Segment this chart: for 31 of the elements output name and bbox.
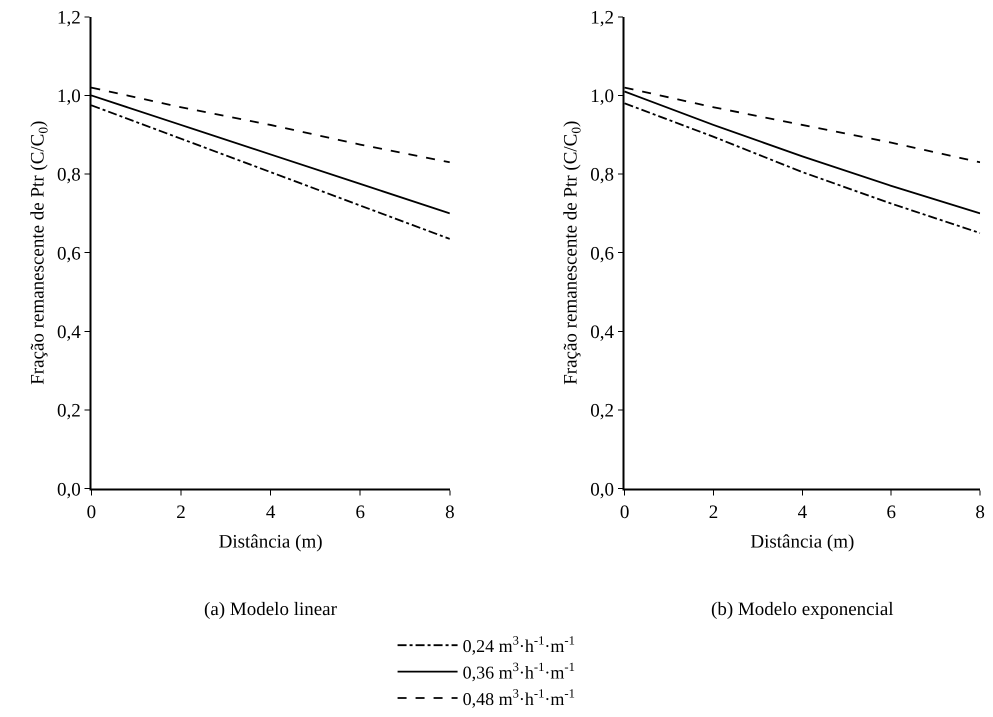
text: (a) Modelo linear [204,599,338,620]
x-tick-label: 8 [975,502,985,524]
x-tick-label: 2 [708,502,718,524]
x-tick-label: 6 [355,502,365,524]
y-tick-label: 0,2 [590,400,614,422]
x-tick-label: 4 [798,502,808,524]
y-tick-label: 1,2 [590,7,614,28]
x-tick-label: 2 [176,502,186,524]
x-tick-label: 0 [86,502,96,524]
y-tick-label: 1,0 [57,86,81,108]
x-tick-label: 6 [886,502,896,524]
y-tick-label: 0,6 [590,243,614,264]
legend-label: 0,48 m$^{3}$·h$^{-1}$·m$^{-1}$ [462,686,575,710]
y-tick-label: 1,2 [57,7,81,28]
y-tick-label: 0,0 [590,479,614,500]
y-tick-label: 0,8 [57,164,81,186]
x-tick-label: 0 [620,502,630,524]
x-tick-label: 4 [266,502,276,524]
legend-label: 0,24 m$^{3}$·h$^{-1}$·m$^{-1}$ [462,634,575,656]
x-axis-title: Distância (m) [750,531,854,552]
text: (b) Modelo exponencial [711,599,894,620]
legend-label: 0,36 m$^{3}$·h$^{-1}$·m$^{-1}$ [462,660,575,683]
y-tick-label: 0,4 [57,322,82,343]
y-tick-label: 0,8 [590,164,614,186]
y-tick-label: 1,0 [590,86,614,108]
x-tick-label: 8 [445,502,455,524]
y-tick-label: 0,4 [590,322,615,343]
y-tick-label: 0,0 [57,479,81,500]
y-tick-label: 0,2 [57,400,81,422]
x-axis-title: Distância (m) [218,531,323,552]
y-tick-label: 0,6 [57,243,81,264]
